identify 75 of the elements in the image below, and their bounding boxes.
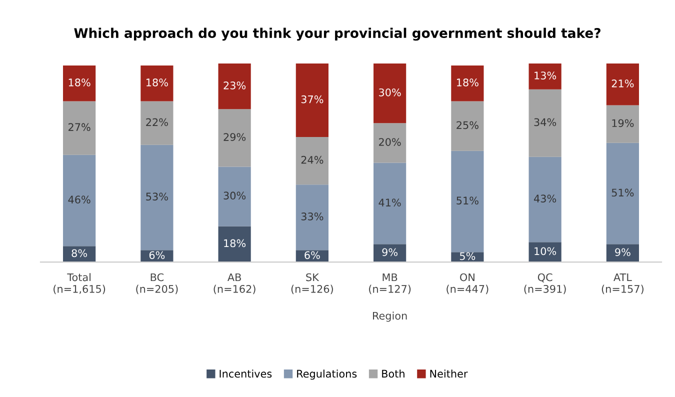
bar xyxy=(528,64,562,90)
bar xyxy=(451,66,484,102)
legend-label: Regulations xyxy=(297,370,357,380)
data-label: 24% xyxy=(301,156,324,164)
bar xyxy=(296,184,328,250)
data-label: 8% xyxy=(72,249,87,258)
bar xyxy=(606,142,639,244)
data-label: 20% xyxy=(379,138,401,146)
bar xyxy=(451,150,484,252)
data-label: 25% xyxy=(456,121,478,130)
bar xyxy=(374,64,406,124)
bar xyxy=(528,242,562,262)
data-label: 10% xyxy=(534,247,556,256)
data-label: 51% xyxy=(612,188,634,197)
x-tick-label: BC (n=205) xyxy=(136,273,178,294)
data-label: 46% xyxy=(68,196,90,204)
data-label: 18% xyxy=(68,78,90,86)
data-label: 13% xyxy=(534,72,556,80)
x-tick-label: SK (n=126) xyxy=(291,273,333,294)
bar xyxy=(528,89,562,157)
bar xyxy=(606,105,639,143)
data-label: 41% xyxy=(378,198,401,206)
x-axis-title: Region xyxy=(373,312,407,322)
data-label: 18% xyxy=(146,78,168,86)
bar xyxy=(63,246,96,262)
data-label: 21% xyxy=(612,80,634,88)
x-tick-label: ATL (n=157) xyxy=(602,273,644,294)
bar xyxy=(374,244,406,262)
data-label: 23% xyxy=(224,81,246,90)
data-label: 53% xyxy=(146,192,168,201)
data-label: 51% xyxy=(456,196,478,204)
bar xyxy=(63,101,96,155)
x-tick-label: ON (n=447) xyxy=(446,273,488,294)
data-label: 30% xyxy=(224,192,246,200)
bar xyxy=(218,64,251,110)
data-label: 29% xyxy=(224,133,246,141)
x-tick-label: QC (n=391) xyxy=(524,273,566,294)
data-label: 9% xyxy=(382,248,398,256)
x-tick-label: AB (n=162) xyxy=(214,273,256,294)
bar xyxy=(374,162,406,244)
bar xyxy=(63,66,96,102)
data-label: 18% xyxy=(224,239,246,248)
bar xyxy=(451,101,484,151)
bar xyxy=(140,101,174,145)
bar xyxy=(606,64,639,106)
x-tick-label: Total (n=1,615) xyxy=(54,273,106,294)
bar xyxy=(296,136,328,185)
data-label: 19% xyxy=(612,119,634,128)
bar xyxy=(218,226,251,262)
bar xyxy=(140,144,174,250)
legend-label: Neither xyxy=(430,370,468,378)
data-label: 30% xyxy=(379,88,401,96)
bar xyxy=(296,64,328,137)
data-label: 6% xyxy=(304,251,320,260)
data-label: 5% xyxy=(460,252,476,260)
bar xyxy=(606,244,639,262)
data-label: 37% xyxy=(301,95,324,104)
x-tick-label: MB (n=127) xyxy=(369,273,411,294)
data-label: 27% xyxy=(68,123,90,132)
bar xyxy=(63,154,96,246)
bar xyxy=(528,156,562,242)
data-label: 18% xyxy=(457,78,478,86)
data-label: 9% xyxy=(615,248,630,256)
bar xyxy=(140,66,174,102)
data-label: 34% xyxy=(534,118,556,126)
legend-label: Both xyxy=(382,370,404,378)
chart-title: Which approach do you think your provincial government should take? xyxy=(74,28,600,41)
data-label: 22% xyxy=(146,118,168,126)
data-label: 6% xyxy=(149,251,165,260)
data-label: 43% xyxy=(534,194,556,203)
bar xyxy=(374,123,406,163)
bar xyxy=(218,109,251,167)
legend-label: Incentives xyxy=(220,370,272,378)
data-label: 33% xyxy=(301,212,324,220)
bar xyxy=(218,166,251,226)
